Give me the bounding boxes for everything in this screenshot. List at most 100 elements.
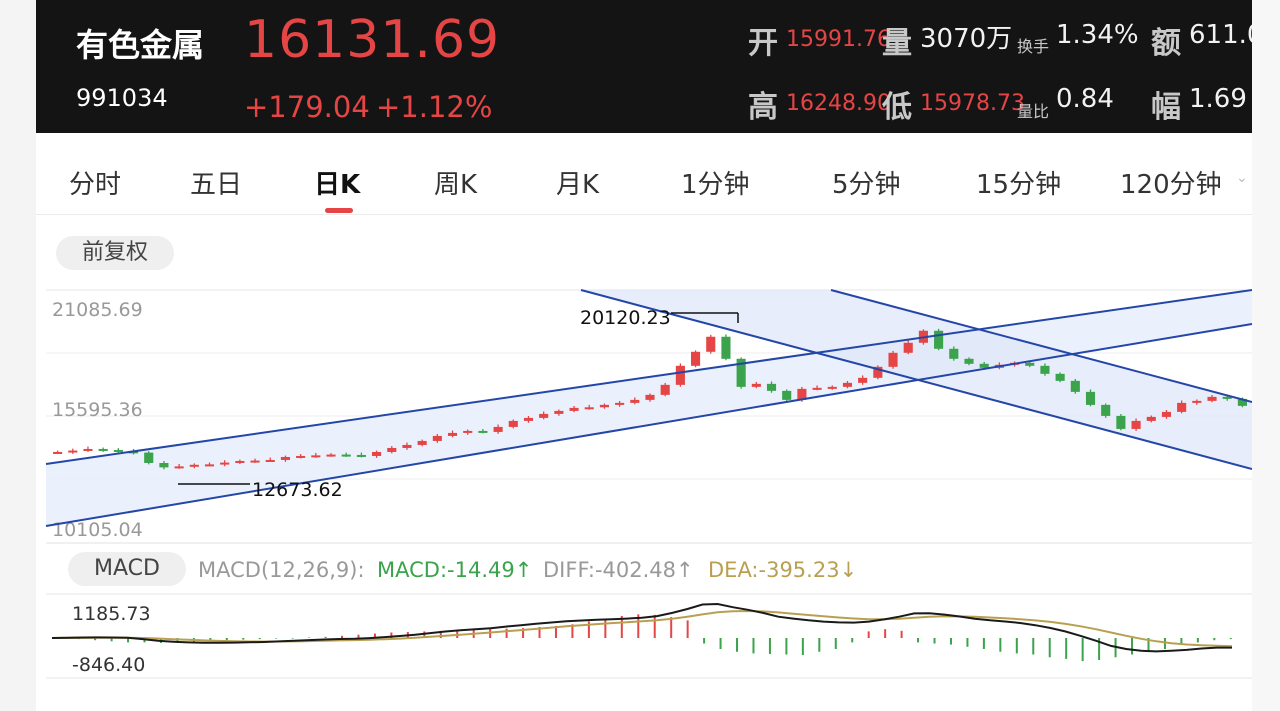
candle-body	[1177, 402, 1187, 412]
price-change-pct: +1.12%	[376, 90, 493, 124]
macd-params: MACD(12,26,9):	[198, 558, 365, 582]
candle-body	[1040, 365, 1050, 374]
candle-body	[53, 451, 63, 454]
side-gutter	[1252, 0, 1280, 711]
active-tab-indicator	[325, 208, 353, 213]
candle-body	[539, 413, 549, 418]
diff-line	[51, 602, 1232, 653]
candle-body	[766, 383, 777, 391]
index-code: 991034	[76, 84, 168, 112]
volume-value: 3070万	[920, 24, 1013, 54]
tab-timeshare[interactable]: 分时	[69, 170, 122, 200]
candle-body	[554, 410, 564, 414]
turnover-label: 换手	[1017, 37, 1050, 56]
macd-diff: DIFF:-402.48↑	[543, 558, 694, 582]
candle-body	[463, 430, 473, 433]
candle-body	[827, 386, 837, 389]
tab-monthly-k[interactable]: 月K	[556, 170, 600, 200]
low-annotation-label: 12673.62	[252, 479, 343, 501]
y-axis-label-mid: 15595.36	[52, 399, 143, 421]
high-value: 16248.90	[786, 91, 891, 116]
candle-body	[934, 330, 944, 349]
candle-body	[1161, 411, 1172, 417]
amount-value: 611.0	[1189, 20, 1252, 50]
turnover-value: 1.34%	[1056, 20, 1139, 50]
candle-body	[873, 366, 883, 378]
candle-body	[311, 455, 321, 458]
tab-five-day[interactable]: 五日	[190, 170, 243, 200]
tab-weekly-k[interactable]: 周K	[434, 170, 478, 200]
candle-body	[812, 387, 822, 390]
tab-120min[interactable]: 120分钟	[1120, 170, 1222, 200]
candle-body	[979, 363, 989, 368]
candle-body	[296, 455, 306, 458]
chevron-down-icon[interactable]: ⌄	[1236, 170, 1248, 186]
candle-body	[508, 420, 518, 427]
high-annotation-label: 20120.23	[580, 307, 671, 329]
macd-indicator-button[interactable]: MACD	[68, 552, 186, 586]
price-change: +179.04	[244, 90, 370, 124]
amount-label: 额	[1151, 26, 1181, 61]
y-axis-label-top: 21085.69	[52, 299, 143, 321]
amplitude-value: 1.69	[1189, 84, 1247, 114]
tab-1min[interactable]: 1分钟	[681, 170, 750, 200]
rising-channel-upper	[45, 289, 1252, 465]
candle-body	[204, 464, 215, 467]
macd-value: MACD:-14.49↑	[377, 558, 532, 582]
open-value: 15991.76	[786, 27, 891, 52]
app-frame: 有色金属 991034 16131.69 +179.04 +1.12% 开 15…	[36, 0, 1252, 711]
candle-body	[356, 454, 366, 457]
candle-body	[478, 430, 488, 433]
macd-axis-top: 1185.73	[72, 603, 151, 625]
candle-body	[721, 336, 731, 359]
candle-body	[235, 460, 245, 463]
candlestick-series	[53, 328, 1247, 470]
open-label: 开	[748, 26, 778, 61]
candle-body	[402, 444, 412, 448]
candle-body	[1070, 380, 1080, 392]
candle-body	[1192, 400, 1202, 403]
candle-body	[1025, 362, 1035, 366]
volratio-label: 量比	[1017, 102, 1050, 121]
candle-body	[174, 466, 184, 469]
tab-15min[interactable]: 15分钟	[976, 170, 1062, 200]
candle-body	[113, 449, 123, 452]
candle-body	[447, 432, 458, 436]
candle-body	[326, 454, 336, 457]
candle-body	[1131, 420, 1141, 429]
candle-body	[1116, 415, 1126, 429]
candle-body	[387, 447, 397, 452]
candle-body	[797, 388, 807, 400]
candle-body	[1207, 396, 1217, 401]
candle-body	[493, 426, 503, 432]
low-label: 低	[882, 90, 912, 125]
candle-body	[691, 351, 701, 366]
candle-body	[432, 435, 442, 441]
macd-axis-bottom: -846.40	[72, 654, 145, 676]
rising-channel-lower	[45, 323, 1252, 527]
candle-body	[675, 365, 685, 385]
candle-body	[341, 454, 351, 457]
tab-daily-k[interactable]: 日K	[314, 170, 361, 200]
candle-body	[1146, 416, 1156, 421]
candle-body	[842, 382, 853, 387]
candle-body	[569, 407, 579, 411]
candle-body	[220, 462, 230, 465]
kline-chart: 21085.69 15595.36 10105.04 20120.23 1267…	[45, 289, 1252, 679]
candle-body	[706, 336, 716, 352]
candle-body	[1222, 396, 1232, 399]
amplitude-label: 幅	[1151, 90, 1181, 125]
index-name: 有色金属	[76, 26, 205, 64]
falling-channel-lower	[830, 289, 1252, 403]
adjust-button[interactable]: 前复权	[56, 236, 174, 270]
candle-body	[1055, 373, 1065, 381]
candle-body	[615, 402, 625, 405]
macd-dea: DEA:-395.23↓	[708, 558, 857, 582]
candle-body	[782, 390, 792, 400]
candle-body	[159, 462, 169, 468]
y-axis-label-bottom: 10105.04	[52, 519, 143, 541]
candle-body	[660, 384, 670, 395]
candle-body	[888, 352, 898, 367]
candle-body	[1101, 404, 1111, 416]
tab-5min[interactable]: 5分钟	[832, 170, 901, 200]
